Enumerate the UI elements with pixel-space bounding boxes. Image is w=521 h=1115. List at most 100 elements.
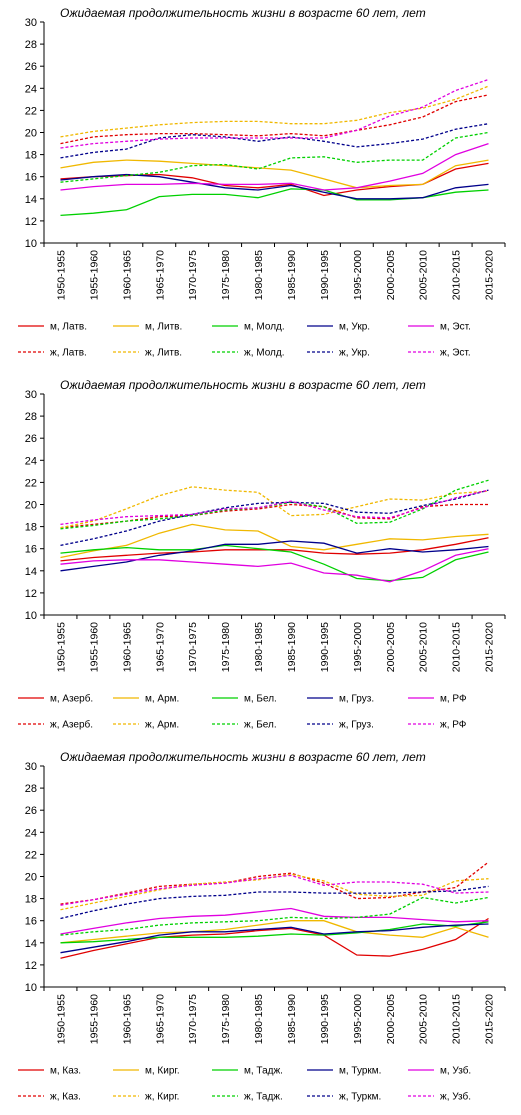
x-tick-label: 1980-1985 [253,994,265,1044]
x-tick-label: 2000-2005 [385,994,397,1044]
legend-label: ж, Бел. [244,720,277,731]
y-tick-label: 26 [25,61,37,73]
y-tick-label: 18 [25,150,37,162]
series-line-5 [60,861,489,905]
y-tick-label: 30 [25,389,37,401]
series-line-2 [60,921,489,944]
y-tick-label: 28 [25,411,37,423]
series-line-2 [60,544,489,582]
y-tick-label: 24 [25,455,37,467]
x-tick-label: 1970-1975 [187,250,199,300]
series-line-1 [60,523,489,559]
x-tick-label: 1955-1960 [88,994,100,1044]
x-tick-label: 1950-1955 [55,622,67,672]
legend-label: ж, Эст. [440,348,471,359]
x-tick-label: 1960-1965 [121,250,133,300]
y-tick-label: 22 [25,105,37,117]
legend-label: м, Литв. [145,322,182,333]
y-tick-label: 18 [25,894,37,906]
series-line-0 [60,162,489,197]
legend-label: м, Кирг. [145,1066,180,1077]
x-tick-label: 1995-2000 [352,994,364,1044]
y-tick-label: 24 [25,827,37,839]
x-tick-label: 1955-1960 [88,250,100,300]
legend-label: ж, Литв. [145,348,182,359]
y-tick-label: 26 [25,805,37,817]
legend-label: м, Арм. [145,694,179,705]
chart-title: Ожидаемая продолжительность жизни в возр… [60,378,426,392]
y-tick-label: 20 [25,872,37,884]
y-tick-label: 16 [25,544,37,556]
x-tick-label: 1955-1960 [88,622,100,672]
x-tick-label: 2005-2010 [418,622,430,672]
y-tick-label: 10 [25,982,37,994]
y-tick-label: 26 [25,433,37,445]
legend-label: ж, РФ [440,720,467,731]
y-tick-label: 12 [25,588,37,600]
x-tick-label: 1970-1975 [187,622,199,672]
x-tick-label: 2005-2010 [418,250,430,300]
x-tick-label: 1975-1980 [220,994,232,1044]
x-tick-label: 1965-1970 [154,994,166,1044]
x-tick-label: 2010-2015 [451,250,463,300]
legend-label: ж, Узб. [440,1091,471,1103]
chart-title: Ожидаемая продолжительность жизни в возр… [60,750,426,764]
series-line-4 [60,548,489,583]
x-tick-label: 1980-1985 [253,250,265,300]
legend-label: ж, Укр. [339,348,370,359]
y-tick-label: 30 [25,17,37,29]
y-tick-label: 16 [25,916,37,928]
x-tick-label: 1960-1965 [121,994,133,1044]
x-tick-label: 1990-1995 [319,250,331,300]
x-tick-label: 1985-1990 [286,622,298,672]
x-tick-label: 1990-1995 [319,994,331,1044]
legend-label: м, Азерб. [50,693,93,705]
x-tick-label: 1950-1955 [55,250,67,300]
y-tick-label: 12 [25,216,37,228]
series-line-7 [60,896,489,936]
y-tick-label: 20 [25,500,37,512]
series-line-2 [60,188,489,217]
series-line-0 [60,537,489,562]
y-tick-label: 10 [25,610,37,622]
legend-label: ж, Арм. [145,720,179,731]
series-line-8 [60,489,489,547]
x-tick-label: 1975-1980 [220,622,232,672]
legend-label: м, Бел. [244,694,277,705]
legend-label: м, Эст. [440,322,471,333]
x-tick-label: 1985-1990 [286,994,298,1044]
series-line-0 [60,917,489,959]
legend-label: ж, Азерб. [50,719,93,731]
x-tick-label: 2000-2005 [385,622,397,672]
x-tick-label: 1970-1975 [187,994,199,1044]
x-tick-label: 2015-2020 [484,622,496,672]
legend-label: м, Каз. [50,1066,81,1077]
series-line-3 [60,923,489,954]
x-tick-label: 2010-2015 [451,622,463,672]
x-tick-label: 1990-1995 [319,622,331,672]
y-tick-label: 10 [25,238,37,250]
legend-label: м, Укр. [339,322,370,333]
x-tick-label: 1995-2000 [352,622,364,672]
x-tick-label: 1950-1955 [55,994,67,1044]
series-line-9 [60,874,489,906]
series-line-1 [60,920,489,944]
y-tick-label: 14 [25,938,37,950]
x-tick-label: 2015-2020 [484,250,496,300]
legend-label: м, Молд. [244,322,285,333]
y-tick-label: 12 [25,960,37,972]
legend-label: ж, Кирг. [145,1092,179,1103]
y-tick-label: 30 [25,761,37,773]
x-tick-label: 1965-1970 [154,250,166,300]
chart-panel-caucasus-belarus-russia: Ожидаемая продолжительность жизни в возр… [18,378,506,731]
chart-title: Ожидаемая продолжительность жизни в возр… [60,6,426,20]
legend-label: ж, Тадж. [244,1092,283,1103]
y-tick-label: 14 [25,194,37,206]
x-tick-label: 2015-2020 [484,994,496,1044]
chart-panel-central-asia: Ожидаемая продолжительность жизни в возр… [18,750,506,1103]
y-tick-label: 22 [25,849,37,861]
legend-label: ж, Латв. [50,348,87,359]
x-tick-label: 1965-1970 [154,622,166,672]
series-line-8 [60,123,489,159]
series-line-5 [60,94,489,145]
